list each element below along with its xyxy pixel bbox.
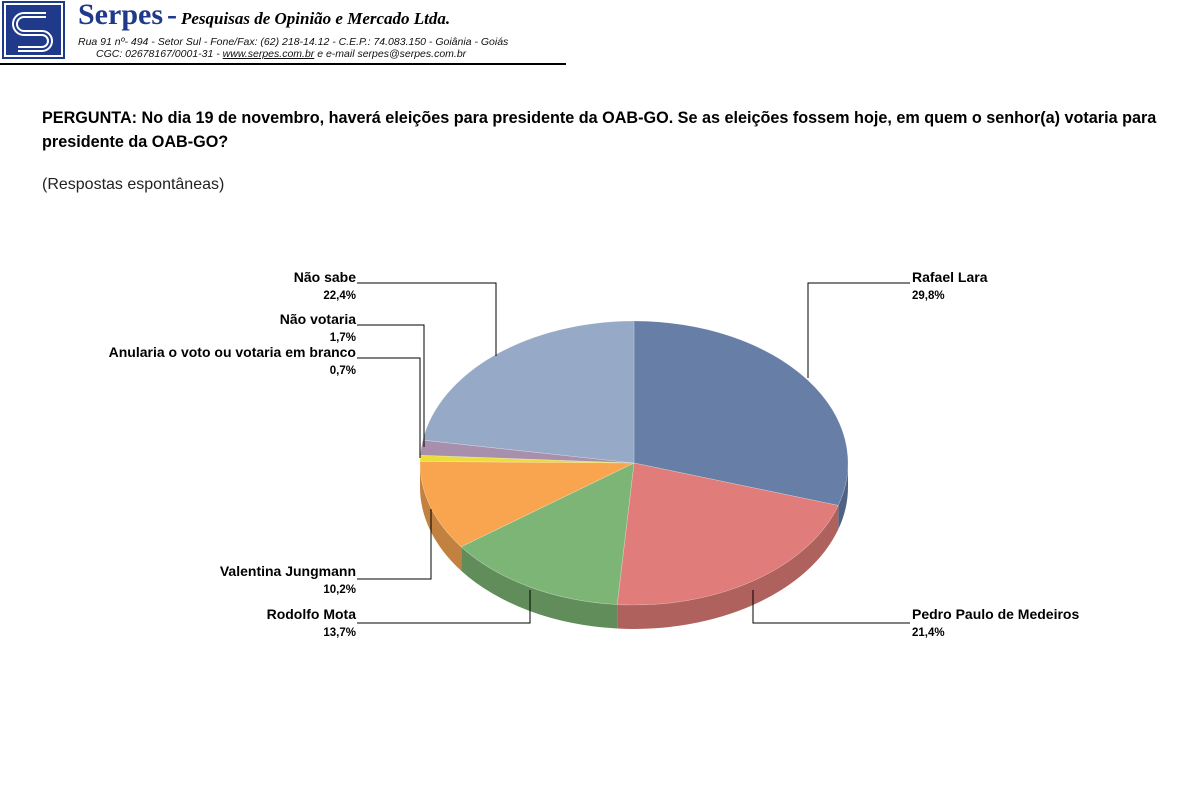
- slice-label-anularia: Anularia o voto ou votaria em branco: [109, 344, 356, 360]
- company-description: Pesquisas de Opinião e Mercado Ltda.: [181, 9, 451, 28]
- brand-line: Serpes - Pesquisas de Opinião e Mercado Lt…: [78, 0, 450, 32]
- slice-label-pedro: Pedro Paulo de Medeiros: [912, 606, 1079, 622]
- pie-side-rafael: [838, 463, 848, 530]
- leader-line-naovotaria: [357, 324, 425, 447]
- pie-side-valentina: [420, 463, 462, 571]
- pie-slice-valentina: [419, 461, 635, 548]
- slice-label-valentina: Valentina Jungmann: [220, 563, 356, 579]
- company-name: Serpes: [78, 0, 163, 31]
- slice-label-naosabe: Não sabe: [294, 269, 356, 285]
- brand-dash: -: [167, 0, 177, 31]
- leader-line-valentina: [357, 509, 432, 580]
- pie-side-rodolfo: [461, 546, 618, 629]
- header-rule: [0, 63, 566, 65]
- slice-value-naovotaria: 1,7%: [330, 332, 356, 344]
- slice-value-rodolfo: 13,7%: [323, 627, 356, 639]
- pie-slice-rodolfo: [460, 462, 635, 605]
- pie-side-walls: [420, 463, 848, 630]
- serpes-logo-icon: [2, 1, 65, 59]
- question-text: PERGUNTA: No dia 19 de novembro, haverá …: [42, 109, 1157, 151]
- slice-value-naosabe: 22,4%: [323, 290, 356, 302]
- address-line: Rua 91 nº- 494 - Setor Sul - Fone/Fax: (…: [78, 36, 509, 48]
- slice-value-valentina: 10,2%: [323, 584, 356, 596]
- pie-side-pedro: [617, 505, 839, 630]
- slice-label-rafael: Rafael Lara: [912, 269, 988, 285]
- pie-slice-pedro: [616, 462, 839, 606]
- slice-value-rafael: 29,8%: [912, 290, 945, 302]
- pie-labels: Rafael Lara 29,8% Pedro Paulo de Medeiros 2…: [109, 269, 1080, 639]
- slice-label-naovotaria: Não votaria: [280, 311, 356, 327]
- pie-slice-naosabe: [422, 320, 635, 464]
- contact-line: CGC: 02678167/0001-31 - www.serpes.com.b…: [96, 48, 466, 60]
- subtitle-text: (Respostas espontâneas): [42, 176, 225, 193]
- leader-line-rafael: [807, 282, 910, 378]
- slice-value-anularia: 0,7%: [330, 365, 356, 377]
- website-link[interactable]: www.serpes.com.br: [222, 48, 315, 60]
- leader-line-pedro: [752, 590, 910, 624]
- slice-label-rodolfo: Rodolfo Mota: [267, 606, 357, 622]
- letterhead: Serpes - Pesquisas de Opinião e Mercado Lt…: [0, 0, 566, 66]
- leader-line-anularia: [357, 357, 421, 458]
- pie-slice-rafael: [633, 320, 849, 506]
- leader-line-rodolfo: [357, 590, 531, 624]
- slice-value-pedro: 21,4%: [912, 627, 945, 639]
- pie-slices: [419, 320, 849, 606]
- email-text: e e-mail serpes@serpes.com.br: [314, 48, 467, 60]
- leader-line-naosabe: [357, 282, 497, 356]
- cgc-text: CGC: 02678167/0001-31 -: [96, 48, 223, 60]
